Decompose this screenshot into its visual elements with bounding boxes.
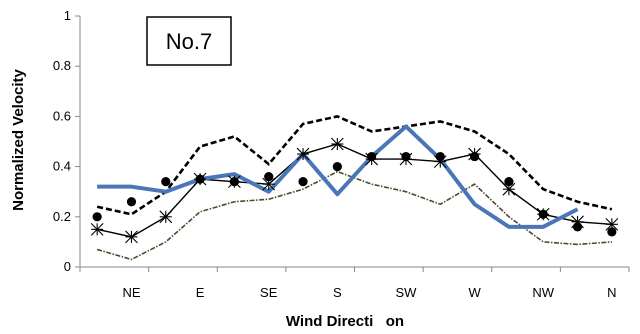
star-marker — [90, 222, 104, 236]
dot-marker — [538, 209, 548, 219]
x-tick-label: N — [607, 285, 616, 300]
dot-marker — [195, 174, 205, 184]
star-marker — [159, 210, 173, 224]
chart-labels: 0 0.2 0.4 0.6 0.8 1 NE E SE S SW W NW N — [53, 8, 617, 300]
x-tick-label: SE — [260, 285, 278, 300]
x-axis-title: Wind Directi on — [286, 313, 404, 330]
dot-marker — [229, 177, 240, 187]
y-tick-label: 0.4 — [53, 159, 71, 174]
dot-marker — [607, 227, 617, 237]
y-tick-label: 0.8 — [53, 58, 71, 73]
star-marker — [125, 230, 138, 244]
y-tick-label: 1 — [64, 8, 71, 23]
x-tick-label: NW — [532, 285, 554, 300]
dot-marker — [367, 151, 377, 162]
series-dashdot-line — [96, 170, 612, 261]
y-axis-title: Normalized Velocity — [10, 68, 27, 210]
annotation-label: No.7 — [166, 29, 212, 54]
dot-marker — [572, 222, 583, 232]
y-tick-label: 0.6 — [53, 108, 71, 123]
star-marker — [330, 137, 344, 151]
chart-axes — [75, 15, 630, 272]
dot-marker — [332, 162, 342, 172]
x-tick-label: S — [333, 285, 342, 300]
y-tick-label: 0 — [64, 259, 71, 274]
chart-series — [90, 115, 619, 261]
dot-marker — [504, 177, 514, 187]
dot-marker — [264, 172, 274, 182]
dot-marker — [298, 177, 308, 187]
series-star-line — [97, 143, 612, 238]
dot-marker — [92, 212, 102, 222]
x-tick-label: NE — [122, 285, 140, 300]
dot-marker — [435, 151, 445, 162]
annotation-box: No.7 — [146, 16, 232, 66]
dot-marker — [161, 177, 171, 187]
y-tick-label: 0.2 — [53, 209, 71, 224]
x-tick-label: SW — [395, 285, 417, 300]
x-tick-label: W — [468, 285, 481, 300]
dot-marker — [469, 151, 480, 162]
star-marker — [296, 147, 310, 161]
series-dashed-line — [96, 115, 613, 216]
dot-marker — [401, 151, 411, 162]
series-blue-line — [97, 124, 579, 229]
dot-marker — [126, 197, 137, 207]
x-tick-label: E — [196, 285, 205, 300]
